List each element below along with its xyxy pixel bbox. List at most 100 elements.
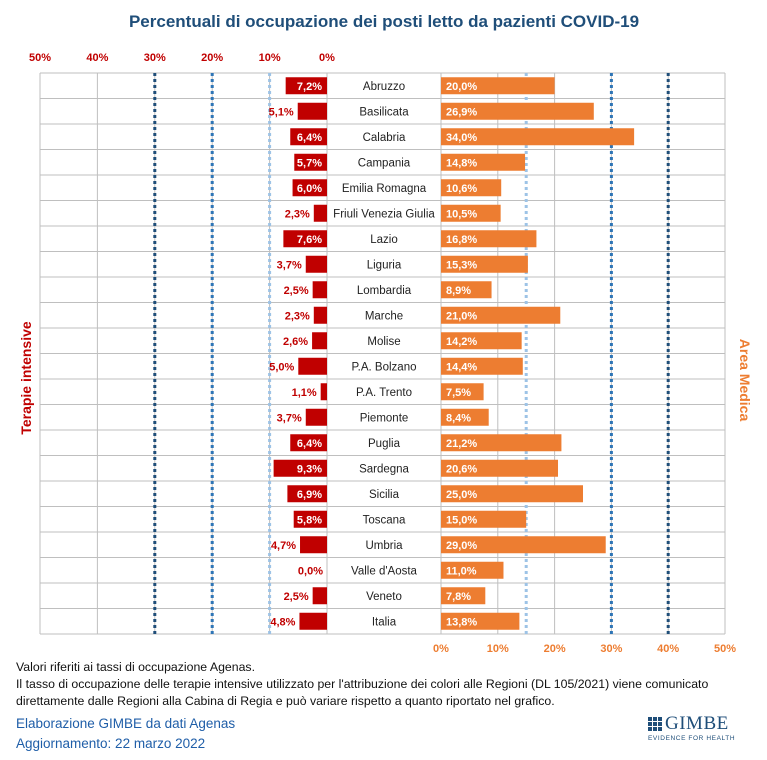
right-tick-label: 0% — [433, 643, 449, 655]
right-bar-label: 21,0% — [446, 310, 477, 322]
left-bar — [285, 77, 327, 95]
right-bar — [441, 510, 527, 528]
left-tick-label: 20% — [201, 52, 223, 64]
right-bar-label: 10,6% — [446, 183, 477, 195]
left-tick-label: 0% — [319, 52, 335, 64]
left-bar — [290, 128, 327, 146]
left-bar-label: 6,4% — [297, 132, 322, 144]
left-bar-label: 2,3% — [285, 208, 310, 220]
left-bar-label: 1,1% — [292, 387, 317, 399]
right-bar-label: 8,4% — [446, 412, 471, 424]
left-bar — [305, 408, 327, 426]
left-tick-label: 10% — [259, 52, 281, 64]
logo-name: GIMBE — [665, 713, 729, 734]
region-label: Campania — [358, 157, 411, 169]
right-tick-label: 30% — [600, 643, 622, 655]
left-bar-label: 5,1% — [269, 106, 294, 118]
bars — [273, 77, 635, 630]
right-bar — [441, 102, 594, 120]
gimbe-logo: GIMBE EVIDENCE FOR HEALTH — [648, 714, 748, 744]
left-bar-label: 2,3% — [285, 310, 310, 322]
region-label: Lazio — [370, 234, 398, 246]
region-label: Veneto — [366, 591, 402, 603]
left-bar-label: 4,8% — [270, 616, 295, 628]
right-bar — [441, 357, 523, 375]
left-bar-label: 4,7% — [271, 540, 296, 552]
left-bar — [290, 434, 327, 452]
chart: Percentuali di occupazione dei posti let… — [18, 12, 753, 655]
chart-title: Percentuali di occupazione dei posti let… — [129, 12, 639, 31]
left-bar-label: 2,6% — [283, 336, 308, 348]
right-bar-label: 14,8% — [446, 157, 477, 169]
region-label: P.A. Trento — [356, 387, 412, 399]
right-bar-label: 16,8% — [446, 234, 477, 246]
right-bar — [441, 204, 501, 222]
left-bar — [312, 587, 327, 605]
right-bar — [441, 332, 522, 350]
right-bar-label: 10,5% — [446, 208, 477, 220]
region-label: Valle d'Aosta — [351, 565, 418, 577]
left-bar — [312, 281, 327, 299]
right-tick-label: 40% — [657, 643, 679, 655]
left-bar-label: 0,0% — [298, 565, 323, 577]
left-bar-label: 6,0% — [297, 183, 322, 195]
left-bar-label: 6,4% — [297, 438, 322, 450]
right-tick-label: 20% — [544, 643, 566, 655]
right-bar-label: 29,0% — [446, 540, 477, 552]
left-bar — [283, 230, 327, 248]
right-bar — [441, 459, 559, 477]
right-bar-label: 26,9% — [446, 106, 477, 118]
credit-update: Aggiornamento: 22 marzo 2022 — [16, 736, 206, 751]
right-bar-label: 20,0% — [446, 81, 477, 93]
logo-tagline: EVIDENCE FOR HEALTH — [648, 735, 736, 742]
right-bar-label: 21,2% — [446, 438, 477, 450]
left-bar-label: 3,7% — [277, 259, 302, 271]
right-bar-label: 11,0% — [446, 565, 477, 577]
left-bar — [312, 332, 327, 350]
left-bar — [292, 179, 327, 197]
left-bar — [273, 459, 327, 477]
right-bar-label: 20,6% — [446, 463, 477, 475]
right-bar — [441, 561, 504, 579]
region-label: Liguria — [367, 259, 402, 271]
region-label: Sicilia — [369, 489, 400, 501]
footnote-3: direttamente dalle Regioni alla Cabina d… — [16, 694, 555, 708]
region-label: Italia — [372, 616, 397, 628]
footnote-2: Il tasso di occupazione delle terapie in… — [16, 677, 709, 691]
region-label: P.A. Bolzano — [351, 361, 416, 373]
right-bar-label: 15,0% — [446, 514, 477, 526]
left-bar — [313, 204, 327, 222]
left-bar-label: 2,5% — [284, 591, 309, 603]
left-bar-label: 5,8% — [297, 514, 322, 526]
left-bar — [313, 306, 327, 324]
region-label: Calabria — [363, 132, 406, 144]
left-bar-label: 5,0% — [269, 361, 294, 373]
right-bar — [441, 408, 489, 426]
right-bar — [441, 434, 562, 452]
right-bar-label: 14,4% — [446, 361, 477, 373]
right-tick-label: 10% — [487, 643, 509, 655]
left-bar — [298, 357, 327, 375]
right-bar — [441, 536, 606, 554]
region-label: Piemonte — [360, 412, 409, 424]
region-label: Emilia Romagna — [342, 183, 427, 195]
left-tick-label: 50% — [29, 52, 51, 64]
right-bar — [441, 77, 555, 95]
left-bar — [305, 255, 327, 273]
left-bar-label: 5,7% — [297, 157, 322, 169]
region-label: Sardegna — [359, 463, 409, 475]
right-bar — [441, 230, 537, 248]
footnote-1: Valori riferiti ai tassi di occupazione … — [16, 660, 256, 674]
credits: Elaborazione GIMBE da dati Agenas Aggior… — [16, 714, 235, 754]
region-label: Basilicata — [359, 106, 409, 118]
right-bar — [441, 153, 526, 171]
region-label: Lombardia — [357, 285, 412, 297]
right-bar-label: 14,2% — [446, 336, 477, 348]
right-bar — [441, 485, 583, 503]
right-bar-label: 34,0% — [446, 132, 477, 144]
right-bar — [441, 281, 492, 299]
right-bar-label: 15,3% — [446, 259, 477, 271]
left-bar-label: 6,9% — [297, 489, 322, 501]
region-label: Friuli Venezia Giulia — [333, 208, 435, 220]
left-bar — [293, 510, 327, 528]
